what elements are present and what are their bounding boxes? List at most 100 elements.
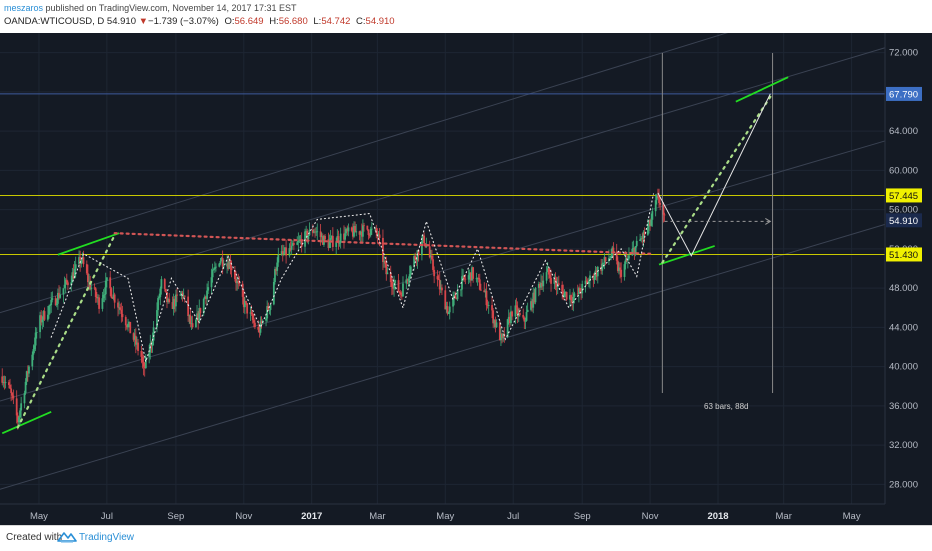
candle-down bbox=[619, 267, 621, 270]
candle-up bbox=[640, 238, 643, 240]
candle-down bbox=[472, 267, 475, 279]
candle-up bbox=[305, 230, 308, 232]
candle-up bbox=[618, 267, 620, 271]
candle-down bbox=[649, 220, 652, 226]
candle-up bbox=[59, 294, 62, 298]
candle-down bbox=[229, 261, 232, 268]
candle-up bbox=[506, 319, 509, 337]
candle-down bbox=[314, 231, 316, 233]
candle-down bbox=[360, 231, 363, 237]
price-label-level: 51.430 bbox=[889, 250, 918, 261]
candle-up bbox=[370, 228, 373, 230]
candle-down bbox=[385, 263, 388, 275]
candle-up bbox=[34, 332, 37, 346]
candle-up bbox=[188, 315, 191, 317]
candle-up bbox=[269, 304, 272, 310]
candle-down bbox=[119, 307, 122, 310]
candle-down bbox=[111, 297, 114, 299]
chart-area[interactable]: 28.00032.00036.00040.00044.00048.00052.0… bbox=[0, 33, 932, 525]
price-chart[interactable]: 28.00032.00036.00040.00044.00048.00052.0… bbox=[0, 33, 932, 525]
price-label-bg bbox=[886, 188, 922, 203]
candle-down bbox=[392, 286, 394, 289]
candle-down bbox=[400, 294, 403, 297]
green-trendline bbox=[735, 76, 789, 103]
candle-up bbox=[144, 357, 147, 369]
candle-down bbox=[486, 305, 489, 306]
candle-up bbox=[228, 261, 231, 269]
candle-down bbox=[367, 229, 370, 236]
candle-up bbox=[635, 240, 638, 247]
candle-down bbox=[592, 275, 595, 281]
candle-down bbox=[414, 256, 417, 259]
candle-up bbox=[456, 290, 459, 300]
candle-up bbox=[90, 287, 93, 290]
candle-down bbox=[221, 257, 224, 267]
candle-down bbox=[368, 235, 371, 236]
candle-down bbox=[625, 259, 628, 261]
candle-up bbox=[517, 313, 520, 317]
candle-up bbox=[495, 322, 498, 327]
candle-up bbox=[593, 277, 596, 281]
candle-up bbox=[180, 292, 183, 295]
candle-down bbox=[292, 243, 295, 245]
candle-up bbox=[320, 235, 323, 238]
candle-up bbox=[564, 291, 567, 294]
candle-up bbox=[394, 280, 397, 284]
candle-up bbox=[307, 235, 310, 240]
candle-down bbox=[79, 257, 82, 265]
candle-up bbox=[459, 289, 462, 291]
candle-up bbox=[537, 284, 540, 288]
candle-down bbox=[289, 248, 292, 250]
candle-up bbox=[655, 194, 658, 201]
candle-down bbox=[378, 234, 381, 238]
candle-up bbox=[502, 333, 505, 338]
candle-up bbox=[128, 321, 131, 324]
candle-up bbox=[608, 258, 610, 262]
candle-down bbox=[343, 233, 345, 240]
symbol-label[interactable]: OANDA:WTICOUSD, D bbox=[4, 16, 105, 27]
candle-up bbox=[74, 264, 77, 269]
channel-line bbox=[0, 223, 886, 490]
time-tick-label: Jul bbox=[507, 511, 519, 522]
candle-up bbox=[639, 239, 641, 241]
created-with-text: Created with bbox=[6, 532, 63, 543]
tradingview-brand[interactable]: TradingView bbox=[79, 532, 135, 543]
author-link[interactable]: meszaros bbox=[4, 3, 44, 13]
candle-down bbox=[230, 267, 233, 271]
price-tick-label: 56.000 bbox=[889, 205, 918, 216]
candle-up bbox=[244, 301, 246, 308]
candle-down bbox=[585, 280, 588, 282]
candle-down bbox=[319, 231, 322, 238]
candle-down bbox=[483, 290, 486, 293]
close-value: 54.910 bbox=[365, 16, 395, 27]
price-tick-label: 44.000 bbox=[889, 322, 918, 333]
time-axis[interactable]: May Jul Sep Nov 2017 Mar May Jul Sep Nov 2018 Mar Ma… bbox=[30, 511, 861, 522]
candle-down bbox=[166, 291, 168, 303]
candle-up bbox=[62, 288, 65, 295]
candle-up bbox=[50, 299, 53, 306]
candle-down bbox=[237, 280, 240, 283]
candle-up bbox=[211, 269, 214, 278]
candle-down bbox=[389, 272, 392, 283]
candle-down bbox=[433, 269, 436, 277]
high-value: 56.680 bbox=[278, 16, 308, 27]
candle-down bbox=[12, 395, 15, 399]
candle-down bbox=[491, 305, 493, 311]
candle-up bbox=[226, 263, 228, 267]
publish-info: published on TradingView.com, November 1… bbox=[43, 3, 297, 13]
candle-up bbox=[524, 320, 527, 322]
green-trendline bbox=[57, 232, 120, 256]
candle-up bbox=[195, 319, 197, 328]
candle-down bbox=[205, 296, 207, 299]
channel-line bbox=[59, 33, 729, 240]
candle-down bbox=[444, 290, 447, 310]
candle-up bbox=[236, 280, 239, 284]
candle-up bbox=[369, 228, 372, 236]
candle-up bbox=[383, 260, 385, 263]
candle-up bbox=[507, 316, 510, 320]
candle-down bbox=[446, 306, 449, 314]
candle-down bbox=[72, 272, 75, 279]
candle-down bbox=[428, 246, 431, 258]
candle-down bbox=[43, 311, 46, 320]
candle-up bbox=[345, 229, 348, 234]
